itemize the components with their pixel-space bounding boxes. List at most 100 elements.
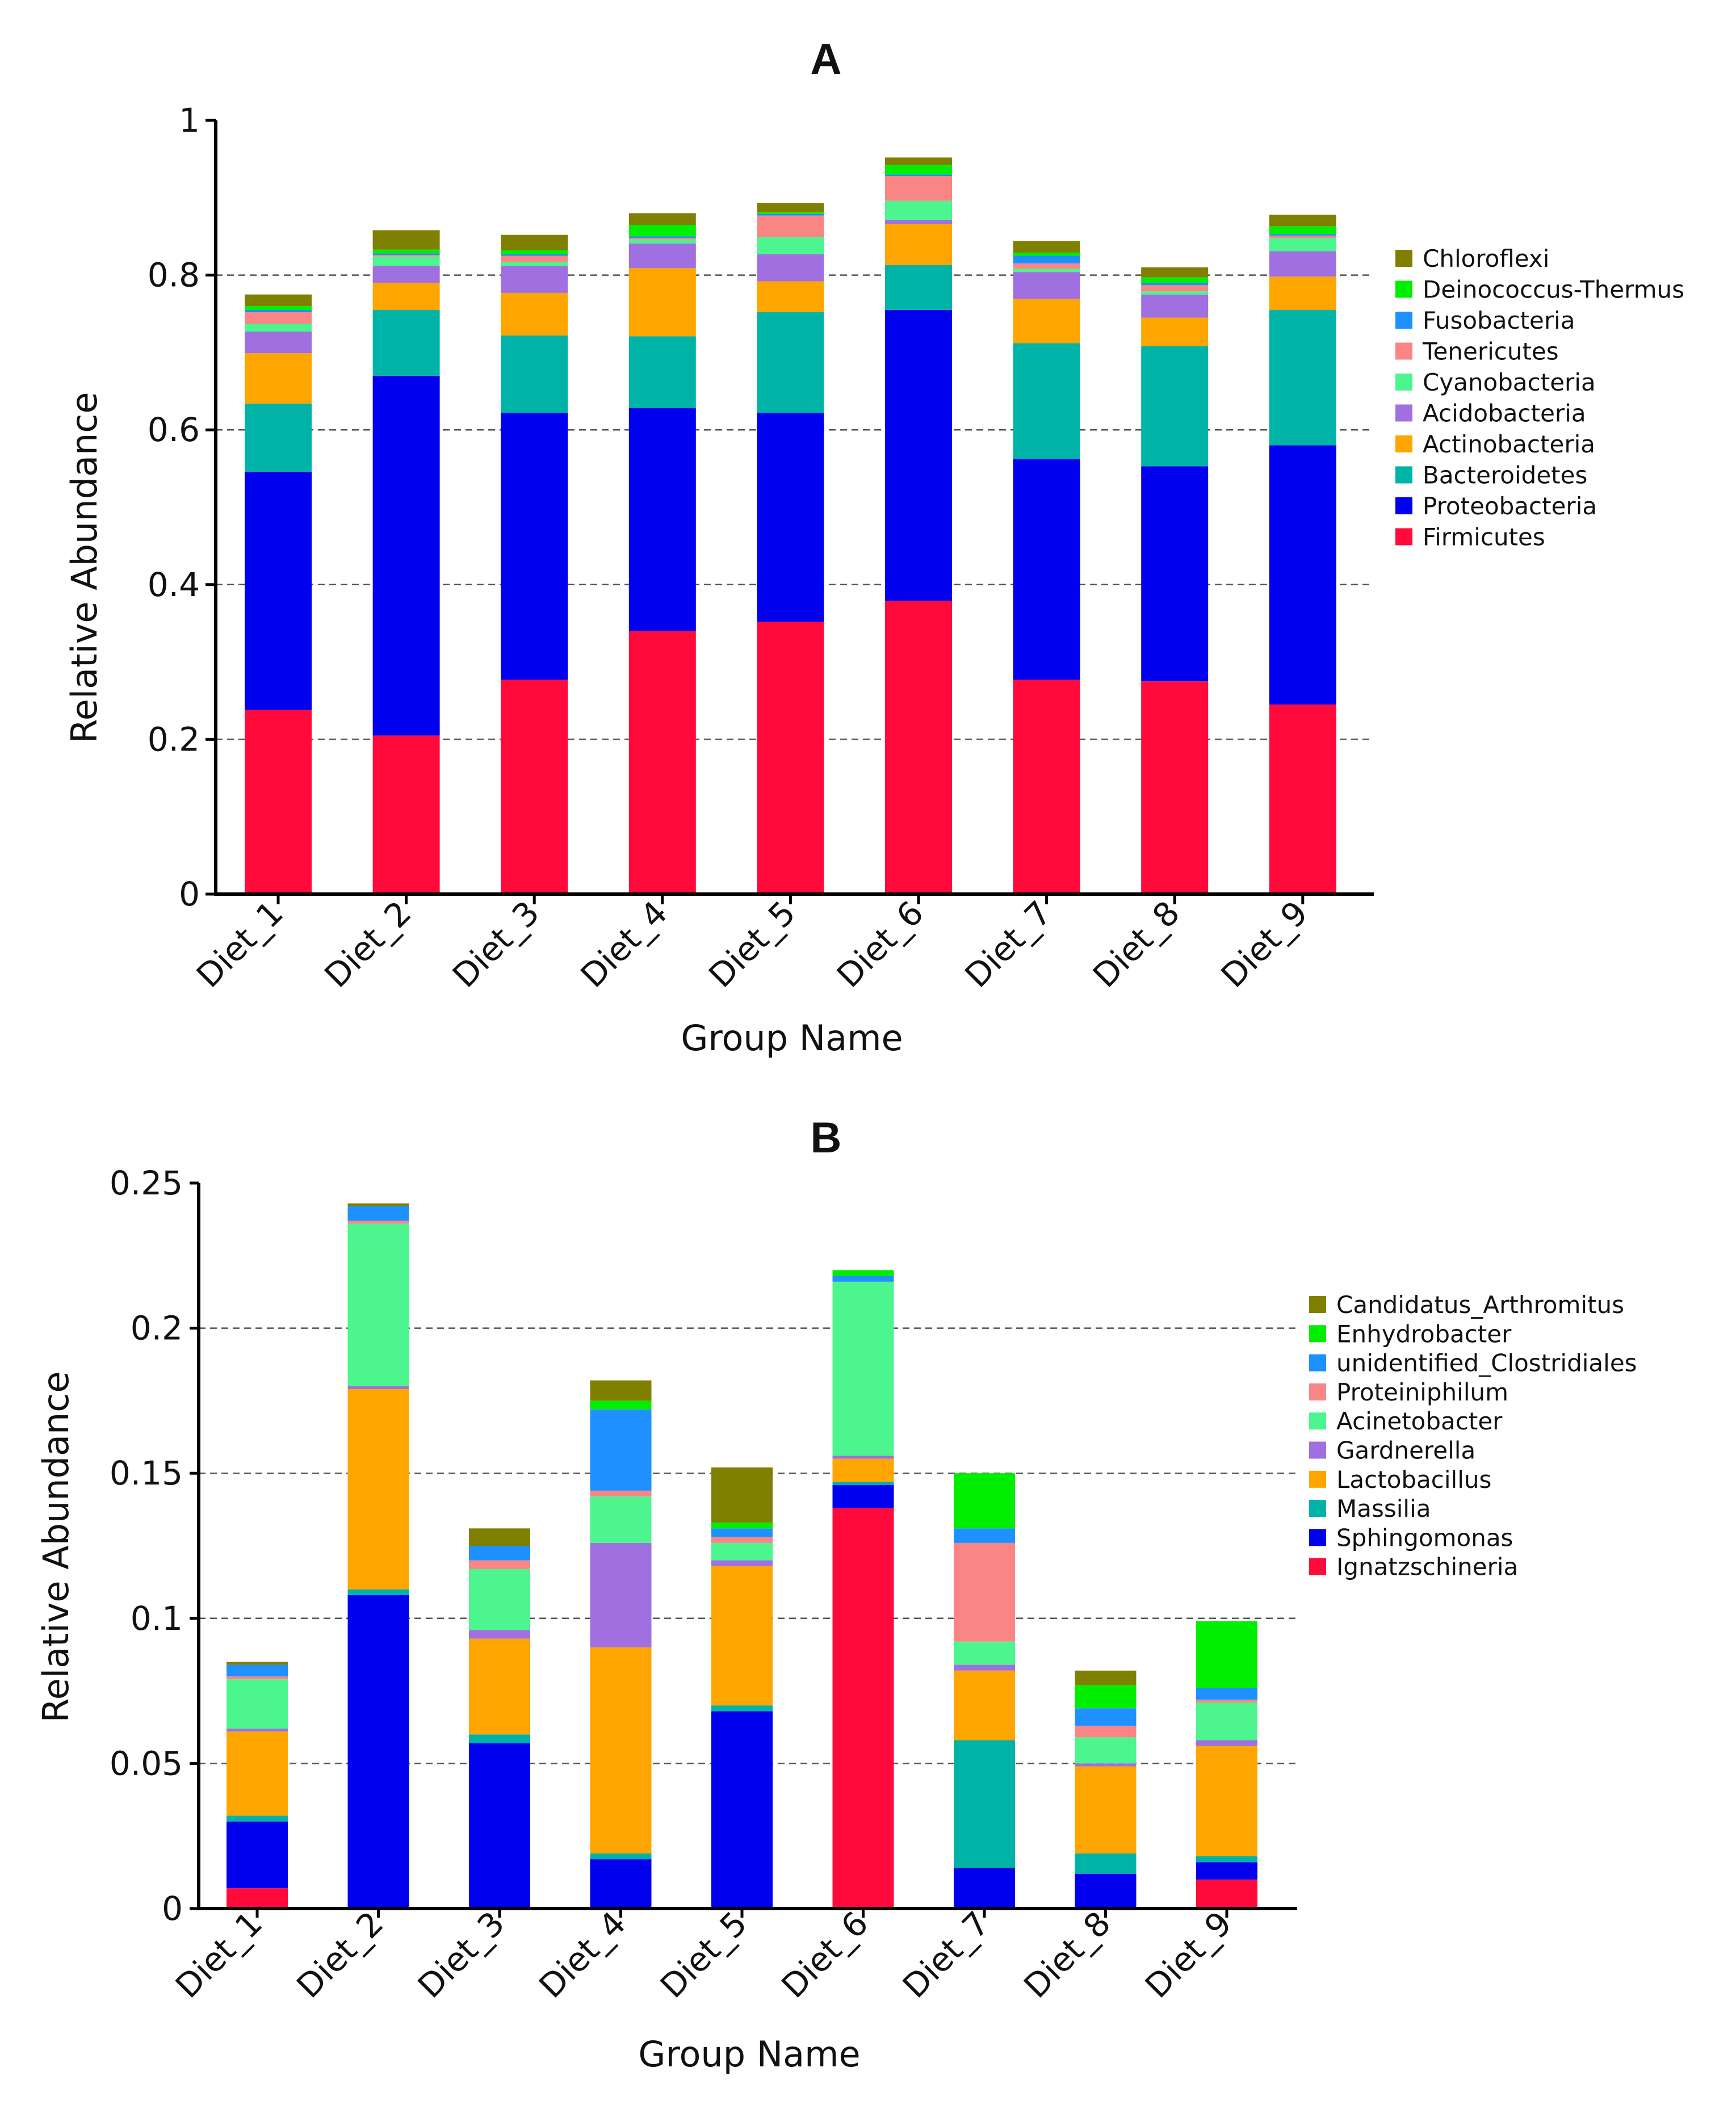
chart-b-bar-segment bbox=[227, 1662, 288, 1665]
chart-b-bar-segment bbox=[1075, 1853, 1137, 1874]
chart-a-bar-segment bbox=[501, 292, 568, 336]
chart-b-bar-segment bbox=[469, 1569, 530, 1630]
chart-b-bar-segment bbox=[1075, 1873, 1137, 1909]
chart-a-y-tick-label: 0.8 bbox=[148, 256, 200, 295]
chart-a-bar-segment bbox=[885, 174, 952, 177]
chart-a-bar-segment bbox=[885, 157, 952, 166]
chart-a-bar-segment bbox=[1013, 299, 1080, 343]
chart-b-bar-segment bbox=[711, 1523, 773, 1529]
chart-a-bar-segment bbox=[757, 254, 824, 282]
chart-a-bar-segment bbox=[757, 203, 824, 213]
chart-b-bar-segment bbox=[469, 1743, 530, 1909]
chart-b-x-tick-label: Diet_8 bbox=[1016, 1904, 1118, 2006]
chart-a-bar-segment bbox=[501, 335, 568, 413]
chart-a-bar-segment bbox=[245, 710, 312, 894]
chart-b-legend-swatch bbox=[1309, 1558, 1326, 1575]
chart-a-bar-segment bbox=[1269, 704, 1336, 894]
chart-a-legend-label: Chloroflexi bbox=[1423, 245, 1549, 272]
chart-b-bar-segment bbox=[1196, 1740, 1257, 1746]
chart-a-bar-segment bbox=[501, 680, 568, 894]
chart-a-bar-segment bbox=[372, 735, 440, 894]
chart-b-bar-segment bbox=[590, 1542, 652, 1647]
chart-a-bar-segment bbox=[1269, 276, 1336, 310]
chart-b-bar-segment bbox=[711, 1542, 773, 1561]
chart-b-bar-segment bbox=[832, 1458, 894, 1482]
chart-a-bar-segment bbox=[1013, 255, 1080, 264]
chart-a-x-tick-label: Diet_9 bbox=[1214, 894, 1315, 995]
chart-a-legend-swatch bbox=[1395, 342, 1412, 360]
chart-a-x-tick-label: Diet_6 bbox=[829, 894, 931, 995]
chart-a-bar-segment bbox=[501, 254, 568, 256]
chart-a-bar-segment bbox=[501, 266, 568, 293]
chart-b-bar-segment bbox=[1196, 1746, 1257, 1856]
chart-a-bar-segment bbox=[501, 262, 568, 266]
chart-a-x-tick-label: Diet_2 bbox=[317, 894, 419, 995]
chart-b-bar-segment bbox=[1075, 1708, 1137, 1726]
chart-b-bar-segment bbox=[1196, 1702, 1257, 1741]
chart-a-bar-segment bbox=[1141, 267, 1209, 278]
chart-a-bar-segment bbox=[1141, 346, 1209, 467]
chart-b-bar-segment bbox=[832, 1508, 894, 1909]
chart-a-legend-swatch bbox=[1395, 280, 1412, 298]
x-ticks-b: Diet_1 Diet_2 Diet_3 Diet_4 Diet_5 Diet_6 Diet… bbox=[168, 1904, 1239, 2006]
bars-b bbox=[227, 1203, 1257, 1909]
chart-a-x-tick-label: Diet_8 bbox=[1085, 894, 1187, 995]
chart-b-bar-segment bbox=[469, 1734, 530, 1743]
chart-b-legend-label: Ignatzschineria bbox=[1336, 1553, 1518, 1581]
chart-a-bar-segment bbox=[757, 281, 824, 313]
chart-a-bar-segment bbox=[245, 324, 312, 332]
chart-b-legend-swatch bbox=[1309, 1412, 1326, 1430]
chart-a-legend-swatch bbox=[1395, 435, 1412, 452]
chart-b-bar-segment bbox=[469, 1560, 530, 1569]
chart-b-bar-segment bbox=[590, 1490, 652, 1497]
chart-b-legend-label: Acinetobacter bbox=[1336, 1407, 1503, 1435]
chart-b-x-tick-label: Diet_9 bbox=[1138, 1904, 1239, 2006]
chart-b-bar-segment bbox=[347, 1203, 409, 1206]
chart-b-bar-segment bbox=[590, 1647, 652, 1853]
chart-a-bar-segment bbox=[372, 266, 440, 283]
chart-b-x-tick-label: Diet_7 bbox=[895, 1904, 997, 2006]
chart-b-bar-segment bbox=[469, 1630, 530, 1639]
chart-a-bar-segment bbox=[1141, 294, 1209, 318]
chart-b-bar-segment bbox=[227, 1679, 288, 1729]
chart-b: B 0 0.05 0.1 0.15 0.2 0.25 Diet_1 Diet_2 Diet_3… bbox=[35, 1114, 1637, 2075]
chart-b-bar-segment bbox=[1196, 1862, 1257, 1880]
chart-a-bar-segment bbox=[885, 220, 952, 224]
chart-a-bar-segment bbox=[757, 215, 824, 237]
chart-a-bar-segment bbox=[628, 631, 696, 894]
chart-b-bar-segment bbox=[954, 1740, 1015, 1868]
chart-a-bar-segment bbox=[1141, 277, 1209, 283]
chart-b-bar-segment bbox=[1196, 1688, 1257, 1700]
chart-b-bar-segment bbox=[711, 1705, 773, 1712]
chart-a-bar-segment bbox=[1269, 445, 1336, 705]
chart-b-bar-segment bbox=[1075, 1670, 1137, 1685]
chart-b-legend-swatch bbox=[1309, 1383, 1326, 1400]
chart-a-bar-segment bbox=[1013, 459, 1080, 680]
chart-a-y-tick-label: 1 bbox=[179, 101, 200, 140]
chart-b-bar-segment bbox=[832, 1482, 894, 1485]
chart-b-bar-segment bbox=[832, 1276, 894, 1282]
chart-a-bar-segment bbox=[757, 212, 824, 214]
chart-b-x-tick-label: Diet_3 bbox=[410, 1904, 512, 2006]
chart-b-bar-segment bbox=[590, 1859, 652, 1909]
chart-a-bar-segment bbox=[1013, 272, 1080, 299]
chart-a-x-tick-label: Diet_4 bbox=[573, 894, 675, 995]
chart-b-bar-segment bbox=[1075, 1763, 1137, 1767]
chart-a-bar-segment bbox=[1141, 291, 1209, 295]
chart-a-bar-segment bbox=[372, 283, 440, 310]
chart-b-bar-segment bbox=[227, 1821, 288, 1889]
chart-b-bar-segment bbox=[711, 1537, 773, 1543]
chart-a-bar-segment bbox=[372, 253, 440, 255]
chart-b-bar-segment bbox=[347, 1206, 409, 1221]
chart-a-bar-segment bbox=[1141, 681, 1209, 894]
chart-b-bar-segment bbox=[954, 1542, 1015, 1642]
panel-label-a: A bbox=[811, 35, 842, 83]
x-axis-title-b: Group Name bbox=[638, 2033, 860, 2075]
chart-a-bar-segment bbox=[1269, 238, 1336, 251]
chart-a-legend-label: Tenericutes bbox=[1422, 338, 1559, 366]
chart-b-bar-segment bbox=[469, 1546, 530, 1561]
chart-a-bar-segment bbox=[1269, 309, 1336, 446]
chart-b-bar-segment bbox=[1075, 1725, 1137, 1738]
chart-b-bar-segment bbox=[832, 1456, 894, 1459]
